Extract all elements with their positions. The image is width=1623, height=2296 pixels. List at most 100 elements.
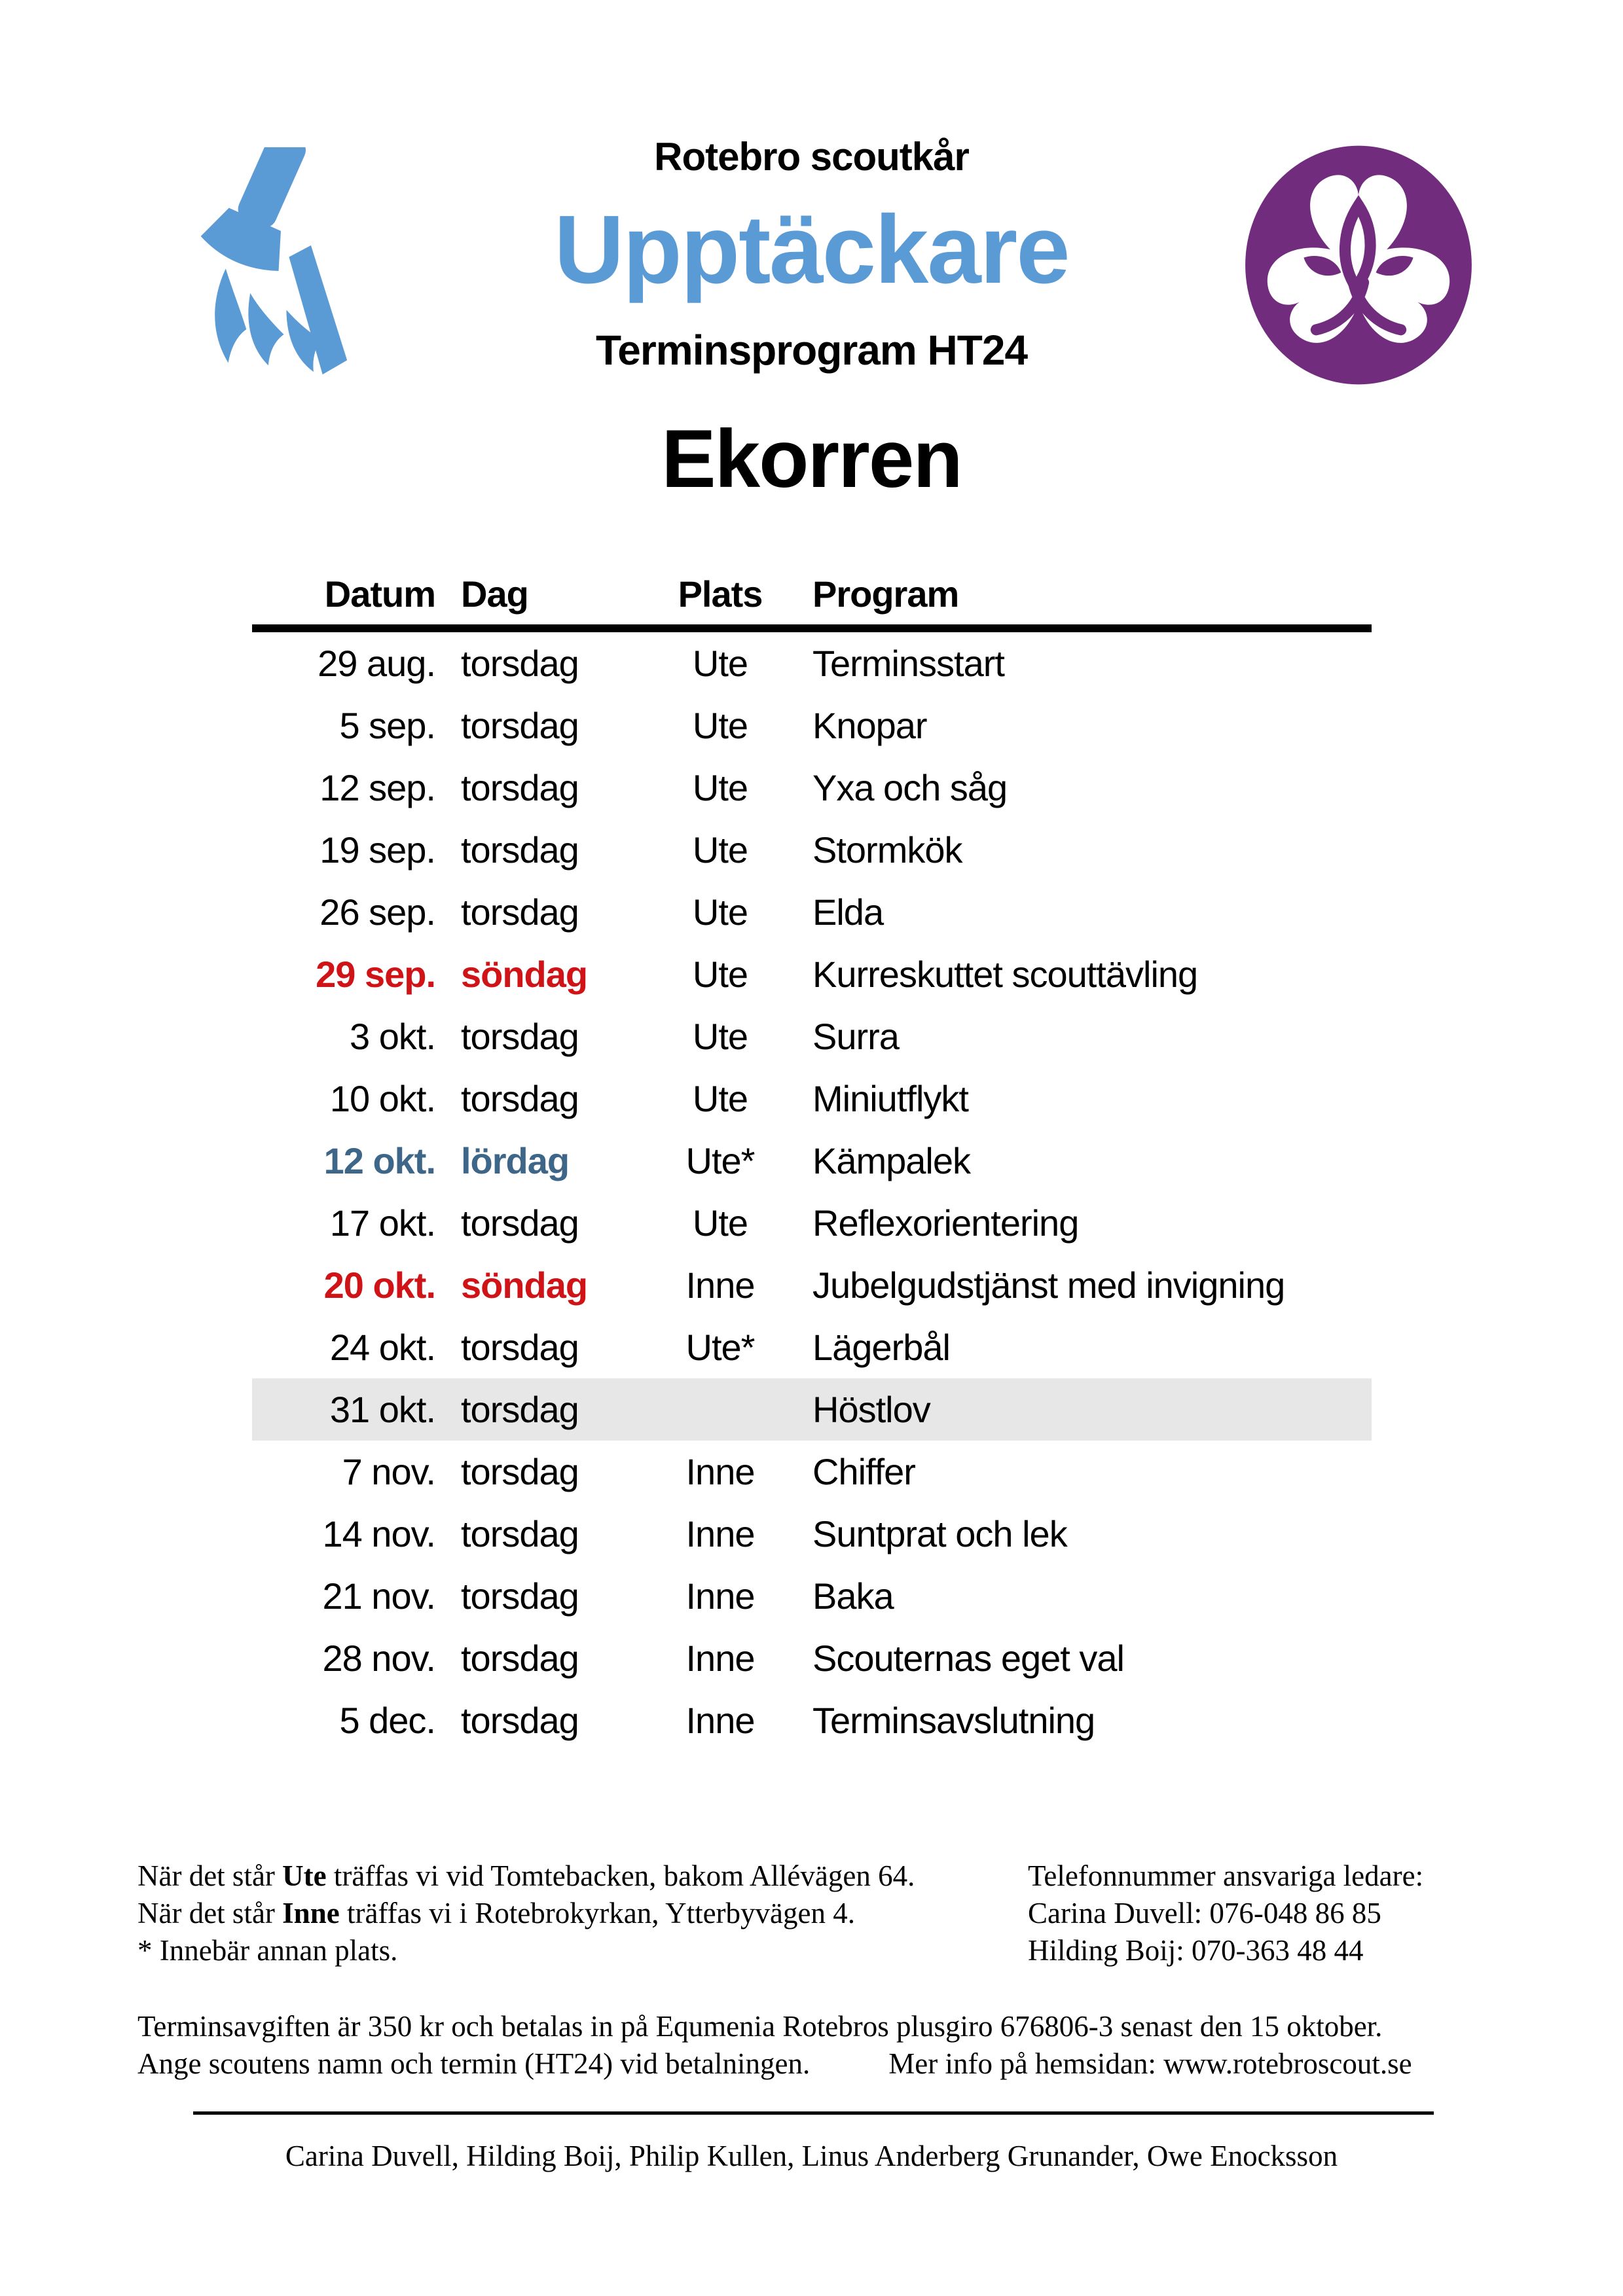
cell-program: Surra: [812, 1016, 900, 1057]
cell-dag: torsdag: [461, 643, 579, 684]
cell-datum: 5 dec.: [339, 1700, 436, 1741]
table-row: 26 sep. torsdag Ute Elda: [252, 881, 1372, 943]
table-row: 14 nov. torsdag Inne Suntprat och lek: [252, 1503, 1372, 1565]
cell-program: Elda: [812, 891, 884, 933]
cell-dag: torsdag: [461, 1638, 579, 1679]
cell-plats: Ute: [692, 954, 748, 995]
cell-plats: Ute: [692, 891, 748, 933]
table-row: 3 okt. torsdag Ute Surra: [252, 1005, 1372, 1067]
scouterna-trefoil-logo-icon: [1245, 145, 1472, 385]
cell-program: Kämpalek: [812, 1140, 971, 1181]
cell-program: Höstlov: [812, 1389, 931, 1430]
contact-phone: Hilding Boij: 070-363 48 44: [1028, 1934, 1364, 1967]
cell-dag: torsdag: [461, 705, 579, 746]
cell-program: Scouternas eget val: [812, 1638, 1125, 1679]
cell-datum: 21 nov.: [322, 1575, 436, 1617]
cell-plats: Ute: [692, 1202, 748, 1244]
patrol-title: Ekorren: [661, 414, 962, 505]
cell-dag: lördag: [461, 1140, 570, 1181]
cell-datum: 3 okt.: [350, 1016, 436, 1057]
table-row: 28 nov. torsdag Inne Scouternas eget val: [252, 1627, 1372, 1689]
table-row: 12 okt. lördag Ute* Kämpalek: [252, 1130, 1372, 1192]
cell-program: Chiffer: [812, 1451, 916, 1492]
cell-plats: Inne: [685, 1265, 756, 1306]
cell-datum: 7 nov.: [342, 1451, 436, 1492]
note-text: När det står: [137, 1859, 283, 1892]
contact-notes: Telefonnummer ansvariga ledare: Carina D…: [1028, 1857, 1423, 1969]
cell-dag: torsdag: [461, 1700, 579, 1741]
cell-dag: torsdag: [461, 767, 579, 808]
cell-datum: 29 sep.: [316, 954, 436, 995]
cell-datum: 28 nov.: [322, 1638, 436, 1679]
cell-program: Yxa och såg: [812, 767, 1008, 808]
cell-plats: Ute*: [685, 1327, 756, 1368]
cell-datum: 31 okt.: [329, 1389, 436, 1430]
cell-dag: torsdag: [461, 1078, 579, 1119]
location-note-line: När det står Ute träffas vi vid Tomtebac…: [137, 1857, 915, 1895]
cell-program: Miniutflykt: [812, 1078, 969, 1119]
table-row: 24 okt. torsdag Ute* Lägerbål: [252, 1316, 1372, 1378]
col-header-dag: Dag: [461, 573, 529, 615]
cell-datum: 12 sep.: [319, 767, 436, 808]
note-bold: Ute: [282, 1859, 327, 1892]
contact-heading: Telefonnummer ansvariga ledare:: [1028, 1859, 1424, 1892]
cell-plats: Ute: [692, 829, 748, 870]
col-header-datum: Datum: [324, 573, 436, 615]
cell-datum: 5 sep.: [339, 705, 436, 746]
website-text: Mer info på hemsidan: www.rotebroscout.s…: [888, 2047, 1412, 2080]
cell-datum: 26 sep.: [319, 891, 436, 933]
cell-plats: Inne: [685, 1638, 756, 1679]
table-row: 5 dec. torsdag Inne Terminsavslutning: [252, 1689, 1372, 1751]
cell-program: Baka: [812, 1575, 894, 1617]
cell-program: Lägerbål: [812, 1327, 951, 1368]
cell-dag: torsdag: [461, 1513, 579, 1554]
leaders-names: Carina Duvell, Hilding Boij, Philip Kull…: [285, 2140, 1338, 2172]
note-text: träffas vi vid Tomtebacken, bakom Allévä…: [326, 1859, 915, 1892]
payment-info: Terminsavgiften är 350 kr och betalas in…: [137, 2008, 1539, 2083]
cell-datum: 19 sep.: [319, 829, 436, 870]
cell-dag: torsdag: [461, 891, 579, 933]
cell-program: Knopar: [812, 705, 928, 746]
cell-dag: söndag: [461, 954, 588, 995]
table-row: 31 okt. torsdag Höstlov: [252, 1378, 1372, 1441]
cell-dag: torsdag: [461, 1327, 579, 1368]
table-row: 29 sep. söndag Ute Kurreskuttet scouttäv…: [252, 943, 1372, 1005]
location-note-line: När det står Inne träffas vi i Rotebroky…: [137, 1895, 915, 1932]
footer-divider: [193, 2111, 1434, 2115]
cell-datum: 10 okt.: [329, 1078, 436, 1119]
location-note-line: * Innebär annan plats.: [137, 1932, 915, 1969]
col-header-program: Program: [812, 573, 959, 615]
table-row: 10 okt. torsdag Ute Miniutflykt: [252, 1067, 1372, 1130]
cell-program: Stormkök: [812, 829, 963, 870]
program-subtitle: Terminsprogram HT24: [595, 327, 1028, 374]
location-notes: När det står Ute träffas vi vid Tomtebac…: [137, 1857, 915, 1969]
cell-datum: 14 nov.: [322, 1513, 436, 1554]
table-row: 12 sep. torsdag Ute Yxa och såg: [252, 757, 1372, 819]
table-row: 5 sep. torsdag Ute Knopar: [252, 694, 1372, 757]
cell-program: Terminsavslutning: [812, 1700, 1095, 1741]
payment-line-1: Terminsavgiften är 350 kr och betalas in…: [137, 2010, 1383, 2043]
cell-datum: 29 aug.: [318, 643, 436, 684]
program-table: Datum Dag Plats Program 29 aug. torsdag …: [252, 563, 1372, 1751]
cell-dag: torsdag: [461, 1451, 579, 1492]
cell-plats: Inne: [685, 1513, 756, 1554]
cell-plats: Inne: [685, 1575, 756, 1617]
cell-plats: Inne: [685, 1451, 756, 1492]
table-header-row: Datum Dag Plats Program: [252, 563, 1372, 632]
cell-datum: 20 okt.: [323, 1265, 436, 1306]
cell-program: Terminsstart: [812, 643, 1005, 684]
cell-dag: torsdag: [461, 1389, 579, 1430]
cell-plats: Ute: [692, 767, 748, 808]
table-row: 19 sep. torsdag Ute Stormkök: [252, 819, 1372, 881]
masthead: Rotebro scoutkår Upptäckare Terminsprogr…: [0, 134, 1623, 374]
note-bold: Inne: [282, 1897, 340, 1929]
cell-program: Kurreskuttet scouttävling: [812, 954, 1198, 995]
flashlight-icon: [200, 147, 347, 375]
cell-program: Suntprat och lek: [812, 1513, 1068, 1554]
cell-dag: torsdag: [461, 829, 579, 870]
note-text: träffas vi i Rotebrokyrkan, Ytterbyvägen…: [339, 1897, 855, 1929]
col-header-plats: Plats: [678, 573, 763, 615]
cell-datum: 17 okt.: [329, 1202, 436, 1244]
group-name: Upptäckare: [554, 196, 1070, 304]
